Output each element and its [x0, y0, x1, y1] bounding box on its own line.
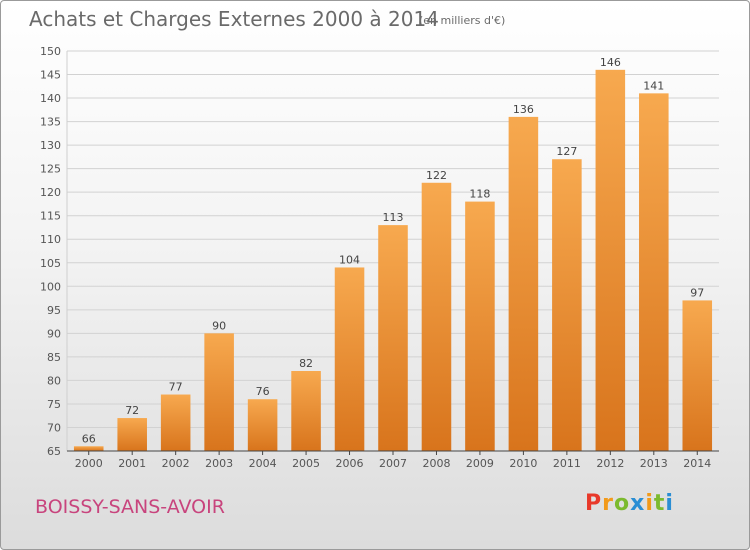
data-label: 76	[256, 385, 270, 398]
x-tick-label: 2002	[162, 457, 190, 470]
y-tick-label: 105	[40, 257, 61, 270]
bar-2005	[291, 371, 321, 451]
data-label: 72	[125, 404, 139, 417]
data-label: 146	[600, 56, 621, 69]
x-tick-label: 2014	[683, 457, 711, 470]
y-tick-label: 90	[47, 327, 61, 340]
bar-2000	[73, 446, 104, 451]
y-tick-label: 150	[40, 45, 61, 58]
x-tick-label: 2009	[466, 457, 494, 470]
x-tick-label: 2004	[249, 457, 277, 470]
y-tick-label: 130	[40, 139, 61, 152]
y-tick-label: 95	[47, 304, 61, 317]
bar-chart: 66 72 77 90 76 82 104 113 122 118 136 127 146 141 97 6…	[40, 45, 719, 470]
data-label: 97	[690, 286, 704, 299]
bar-2010	[508, 116, 539, 451]
y-tick-label: 75	[47, 398, 61, 411]
bar-2013	[639, 93, 669, 452]
data-label: 136	[513, 103, 534, 116]
x-tick-label: 2007	[379, 457, 407, 470]
data-label: 90	[212, 319, 226, 332]
data-label: 118	[469, 188, 490, 201]
data-label: 141	[643, 79, 664, 92]
y-tick-label: 80	[47, 374, 61, 387]
bar-2002	[160, 394, 191, 451]
bar-2012	[595, 69, 626, 451]
y-tick-label: 85	[47, 351, 61, 364]
chart-subtitle: (en milliers d'€)	[419, 14, 506, 27]
chart-title: Achats et Charges Externes 2000 à 2014	[29, 7, 439, 31]
x-tick-label: 2012	[596, 457, 624, 470]
city-name: BOISSY-SANS-AVOIR	[35, 496, 225, 518]
bar-2011	[552, 159, 582, 451]
x-tick-label: 2011	[553, 457, 581, 470]
y-tick-label: 70	[47, 421, 61, 434]
bar-2014	[682, 300, 713, 451]
x-tick-label: 2001	[118, 457, 146, 470]
data-label: 113	[383, 211, 404, 224]
bar-2001	[117, 418, 147, 451]
x-tick-label: 2005	[292, 457, 320, 470]
data-label: 127	[556, 145, 577, 158]
y-tick-label: 65	[47, 445, 61, 458]
bar-2007	[378, 225, 408, 451]
data-label: 77	[169, 381, 183, 394]
y-tick-label: 125	[40, 163, 61, 176]
y-tick-label: 120	[40, 186, 61, 199]
x-tick-label: 2000	[75, 457, 103, 470]
x-tick-label: 2010	[509, 457, 537, 470]
y-tick-label: 135	[40, 116, 61, 129]
x-tick-label: 2003	[205, 457, 233, 470]
data-label: 104	[339, 253, 360, 266]
data-label: 82	[299, 357, 313, 370]
bar-2009	[465, 201, 495, 451]
bar-2008	[421, 182, 452, 451]
bar-2004	[247, 399, 278, 451]
bar-2003	[204, 333, 234, 451]
proxiti-logo[interactable]: Proxiti	[585, 491, 674, 516]
x-tick-label: 2008	[422, 457, 450, 470]
y-tick-label: 110	[40, 233, 61, 246]
data-label: 66	[82, 432, 96, 445]
x-tick-label: 2006	[336, 457, 364, 470]
data-label: 122	[426, 169, 447, 182]
y-tick-label: 115	[40, 210, 61, 223]
x-tick-label: 2013	[640, 457, 668, 470]
bar-2006	[334, 267, 365, 451]
y-tick-label: 145	[40, 69, 61, 82]
y-tick-label: 100	[40, 280, 61, 293]
y-tick-label: 140	[40, 92, 61, 105]
